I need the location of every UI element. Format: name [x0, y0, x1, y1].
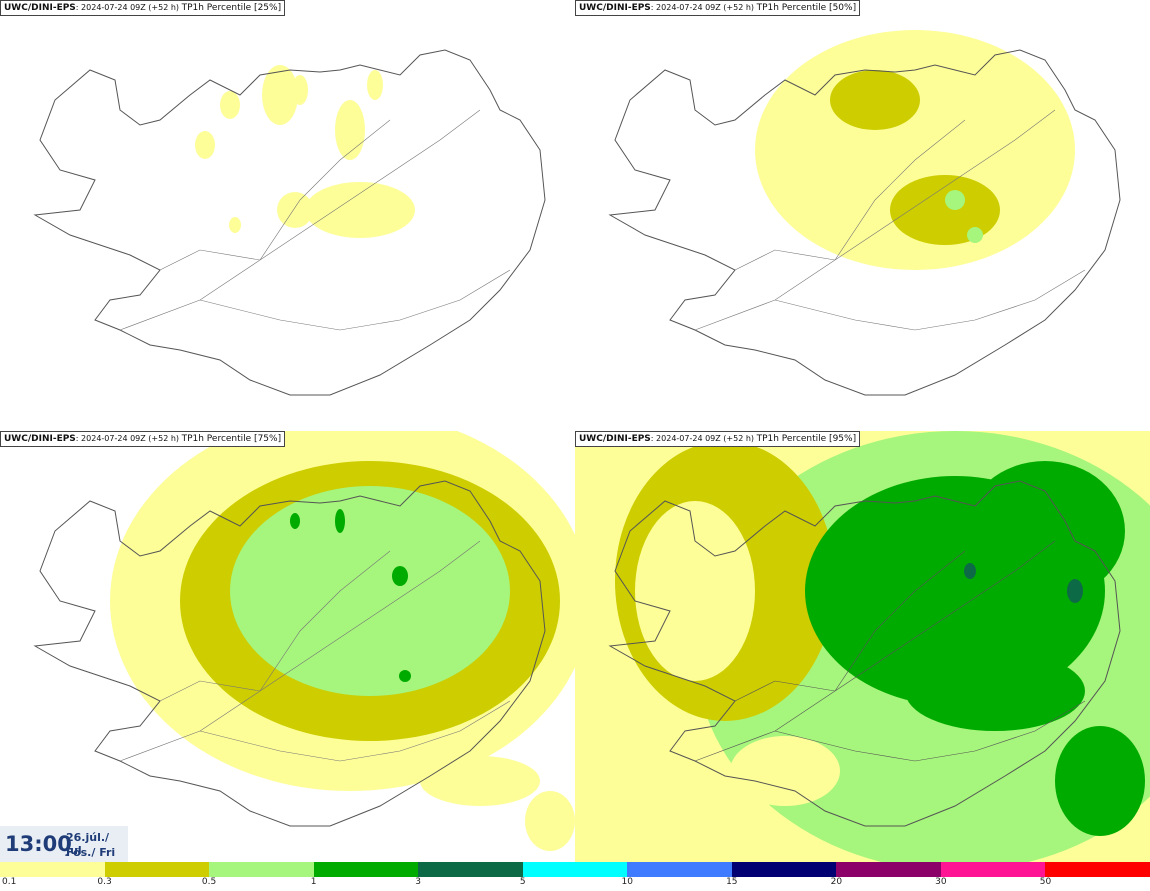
colorbar-segment [731, 862, 837, 877]
colorbar-ticks: 0.1 0.3 0.5 1 3 5 10 15 20 30 50 [0, 877, 1150, 891]
panel-source: UWC/DINI-EPS [579, 434, 651, 444]
panel-run: 2024-07-24 09Z (+52 h) [656, 434, 755, 443]
colorbar-tick-label: 1 [310, 877, 317, 887]
panel-run: 2024-07-24 09Z (+52 h) [656, 3, 755, 12]
panel-product: TP1h Percentile [50%] [756, 3, 857, 13]
precip-map-p50 [608, 30, 1121, 396]
panel-title-p50: UWC/DINI-EPS: 2024-07-24 09Z (+52 h) TP1… [575, 0, 861, 16]
colorbar-segment [836, 862, 941, 877]
map-panel-p75: UWC/DINI-EPS: 2024-07-24 09Z (+52 h) TP1… [0, 431, 575, 862]
map-panel-p50: UWC/DINI-EPS: 2024-07-24 09Z (+52 h) TP1… [575, 0, 1150, 431]
road-network [694, 109, 1086, 331]
colorbar-segment [0, 862, 105, 877]
panel-source: UWC/DINI-EPS [579, 3, 651, 13]
colorbar-tick-label: 15 [726, 877, 738, 887]
colorbar-tick-label: 3 [415, 877, 422, 887]
colorbar-tick-label: 30 [935, 877, 947, 887]
colorbar-tick-label: 0.5 [201, 877, 217, 887]
map-panel-p25: UWC/DINI-EPS: 2024-07-24 09Z (+52 h) TP1… [0, 0, 575, 431]
valid-weekday: Fös./ Fri [66, 846, 116, 859]
road-network [119, 540, 511, 762]
panel-product: TP1h Percentile [95%] [756, 434, 857, 444]
precip-map-p25 [33, 49, 546, 396]
panel-source: UWC/DINI-EPS [4, 3, 76, 13]
colorbar-tick-label: 0.1 [2, 877, 17, 887]
panel-run: 2024-07-24 09Z (+52 h) [81, 3, 180, 12]
panel-title-p95: UWC/DINI-EPS: 2024-07-24 09Z (+52 h) TP1… [575, 431, 861, 447]
colorbar-segment [104, 862, 210, 877]
precip-colorbar [0, 862, 1150, 877]
road-network [119, 109, 511, 331]
panel-title-p25: UWC/DINI-EPS: 2024-07-24 09Z (+52 h) TP1… [0, 0, 286, 16]
colorbar-segment [209, 862, 314, 877]
colorbar-tick-label: 5 [519, 877, 526, 887]
colorbar-segment [522, 862, 628, 877]
colorbar-segment [418, 862, 523, 877]
colorbar-tick-label: 10 [621, 877, 633, 887]
panel-run: 2024-07-24 09Z (+52 h) [81, 434, 180, 443]
panel-product: TP1h Percentile [75%] [181, 434, 282, 444]
colorbar-segment [313, 862, 419, 877]
panel-source: UWC/DINI-EPS [4, 434, 76, 444]
panel-title-p75: UWC/DINI-EPS: 2024-07-24 09Z (+52 h) TP1… [0, 431, 286, 447]
precip-map-p95 [575, 431, 1150, 862]
valid-hour: 13:00 [5, 832, 72, 856]
colorbar-tick-label: 50 [1039, 877, 1052, 887]
colorbar-segment [1045, 862, 1150, 877]
colorbar-tick-label: 20 [830, 877, 843, 887]
colorbar-segment [940, 862, 1046, 877]
colorbar-segment [627, 862, 732, 877]
valid-time-box: 13:00 26.júl./ Jul Fös./ Fri [0, 826, 128, 862]
valid-date: 26.júl./ Jul [66, 831, 110, 857]
panel-product: TP1h Percentile [25%] [181, 3, 282, 13]
colorbar-tick-label: 0.3 [97, 877, 112, 887]
road-network [694, 540, 1086, 762]
precip-map-p75 [33, 431, 575, 851]
map-panel-p95: UWC/DINI-EPS: 2024-07-24 09Z (+52 h) TP1… [575, 431, 1150, 862]
